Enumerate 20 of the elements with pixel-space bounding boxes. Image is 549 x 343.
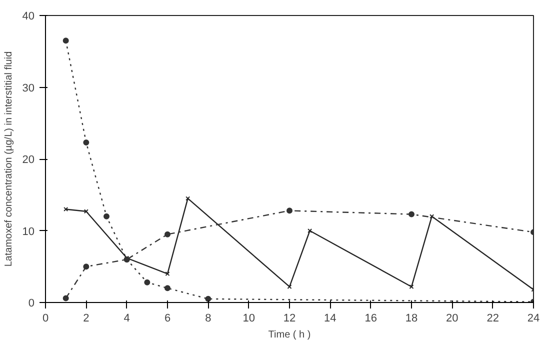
y-tick-label: 20 (22, 154, 35, 166)
x-tick-label: 14 (324, 312, 336, 324)
x-tick-label: 6 (164, 312, 171, 324)
y-tick-label: 0 (28, 298, 35, 310)
x-tick-label: 12 (283, 312, 296, 324)
x-tick-label: 20 (446, 312, 458, 324)
x-tick-label: 16 (364, 312, 377, 324)
x-tick-label: 4 (124, 312, 130, 324)
x-tick-label: 0 (42, 312, 49, 324)
y-axis-title: Latamoxef concentration (µg/L) in interstitial fluid (3, 51, 14, 267)
y-tick-label: 30 (22, 82, 35, 94)
x-tick-label: 18 (405, 312, 418, 324)
x-tick-label: 22 (486, 312, 499, 324)
x-tick-label: 8 (205, 312, 212, 324)
x-tick-label: 10 (242, 312, 255, 324)
y-tick-label: 10 (22, 226, 35, 238)
x-axis-title: Time ( h ) (268, 330, 311, 340)
y-tick-label: 40 (22, 10, 35, 22)
x-tick-label: 24 (527, 312, 540, 324)
x-tick-label: 2 (83, 312, 90, 324)
